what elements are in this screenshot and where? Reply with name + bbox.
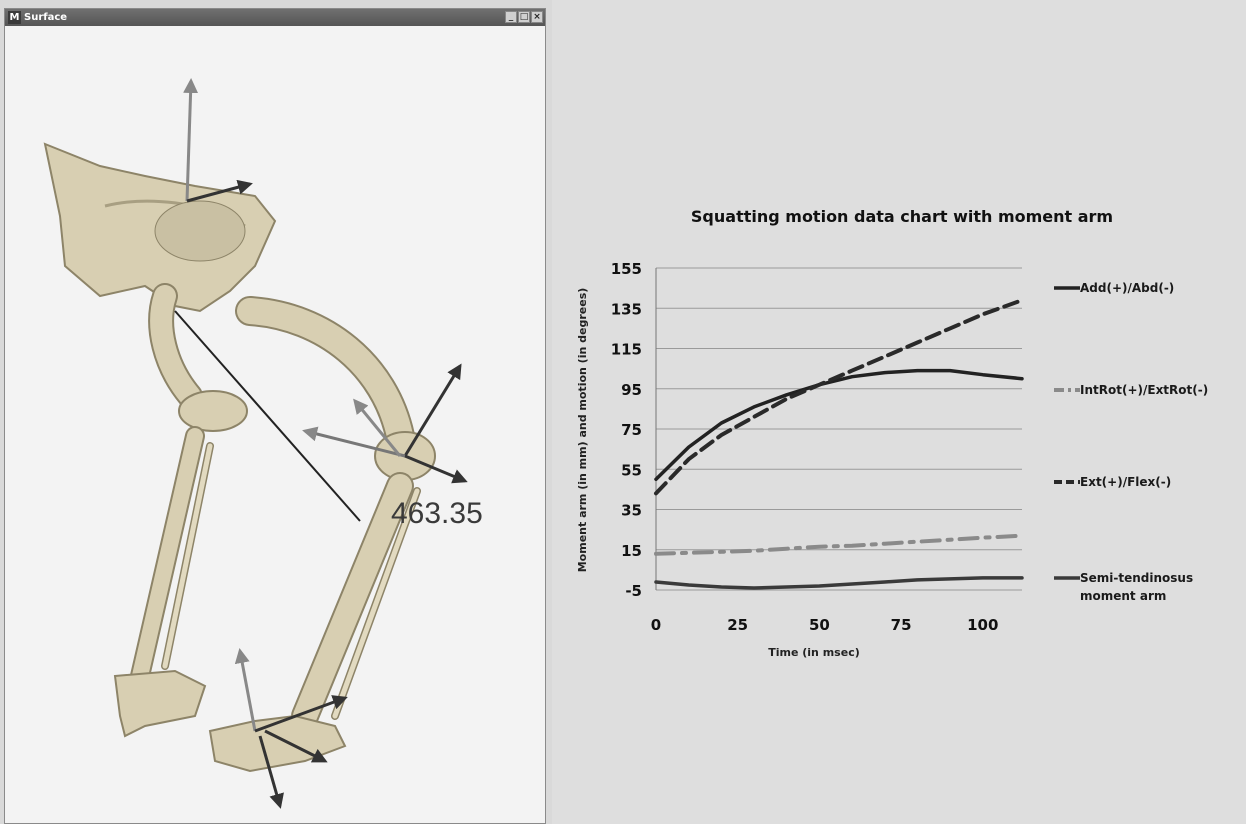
y-tick-label: 15 bbox=[621, 542, 642, 560]
x-tick-label: 75 bbox=[891, 616, 912, 634]
y-tick-label: 75 bbox=[621, 421, 642, 439]
legend-item: Ext(+)/Flex(-) bbox=[1054, 475, 1172, 491]
left-tibia bbox=[130, 426, 214, 686]
x-tick-label: 25 bbox=[727, 616, 748, 634]
window-title: Surface bbox=[24, 12, 68, 23]
y-tick-label: 95 bbox=[621, 381, 642, 399]
x-tick-label: 0 bbox=[651, 616, 661, 634]
y-tick-label: 155 bbox=[611, 260, 642, 278]
legend-item: Add(+)/Abd(-) bbox=[1054, 281, 1175, 297]
legend-label: Semi-tendinosus moment arm bbox=[1080, 571, 1194, 603]
x-axis-ticks: 0 25 50 75 100 bbox=[651, 616, 999, 634]
skeleton-model bbox=[43, 78, 468, 809]
legend-item: Semi-tendinosus moment arm bbox=[1054, 571, 1194, 605]
chart-gridlines bbox=[655, 267, 1022, 591]
chart-title: Squatting motion data chart with moment … bbox=[691, 207, 1113, 226]
legend-swatch bbox=[1054, 384, 1080, 396]
y-tick-label: 35 bbox=[621, 502, 642, 520]
chart-series bbox=[654, 298, 1024, 590]
window-titlebar[interactable]: M Surface _ □ × bbox=[5, 9, 545, 26]
legend-label: IntRot(+)/ExtRot(-) bbox=[1080, 383, 1209, 397]
app-logo-icon: M bbox=[8, 11, 21, 24]
y-tick-label: 115 bbox=[611, 341, 642, 359]
y-tick-label: 135 bbox=[611, 300, 642, 318]
legend-label: Ext(+)/Flex(-) bbox=[1080, 475, 1172, 489]
moment-arm-measurement: 463.35 bbox=[391, 497, 483, 530]
y-tick-label: 55 bbox=[621, 461, 642, 479]
y-axis-label: Moment arm (in mm) and motion (in degree… bbox=[576, 288, 589, 573]
x-axis-label: Time (in msec) bbox=[768, 646, 860, 659]
series-line-0 bbox=[654, 368, 1024, 482]
legend-item: IntRot(+)/ExtRot(-) bbox=[1054, 383, 1209, 399]
line-chart: Squatting motion data chart with moment … bbox=[576, 207, 1113, 659]
legend-swatch bbox=[1054, 476, 1080, 488]
pelvis-bone bbox=[43, 142, 277, 313]
x-tick-label: 50 bbox=[809, 616, 830, 634]
coordinate-axes-icon bbox=[183, 78, 468, 809]
chart-panel: Squatting motion data chart with moment … bbox=[552, 0, 1246, 824]
minimize-button[interactable]: _ bbox=[505, 11, 517, 23]
legend-label: Add(+)/Abd(-) bbox=[1080, 281, 1175, 295]
x-tick-label: 100 bbox=[967, 616, 998, 634]
y-axis-ticks: -5 15 35 55 75 95 115 135 155 bbox=[611, 260, 642, 600]
left-foot bbox=[113, 669, 207, 738]
series-line-1 bbox=[654, 533, 1024, 556]
close-button[interactable]: × bbox=[531, 11, 543, 23]
right-tibia bbox=[291, 472, 421, 730]
surface-window: M Surface _ □ × bbox=[4, 8, 546, 824]
series-line-3 bbox=[654, 576, 1024, 590]
left-femur bbox=[148, 283, 248, 432]
maximize-button[interactable]: □ bbox=[518, 11, 530, 23]
legend-swatch bbox=[1054, 572, 1080, 584]
moment-arm-line bbox=[174, 310, 361, 522]
legend-swatch bbox=[1054, 282, 1080, 294]
y-tick-label: -5 bbox=[625, 582, 642, 600]
3d-viewport[interactable]: 463.35 bbox=[5, 26, 545, 823]
series-line-2 bbox=[654, 298, 1024, 496]
